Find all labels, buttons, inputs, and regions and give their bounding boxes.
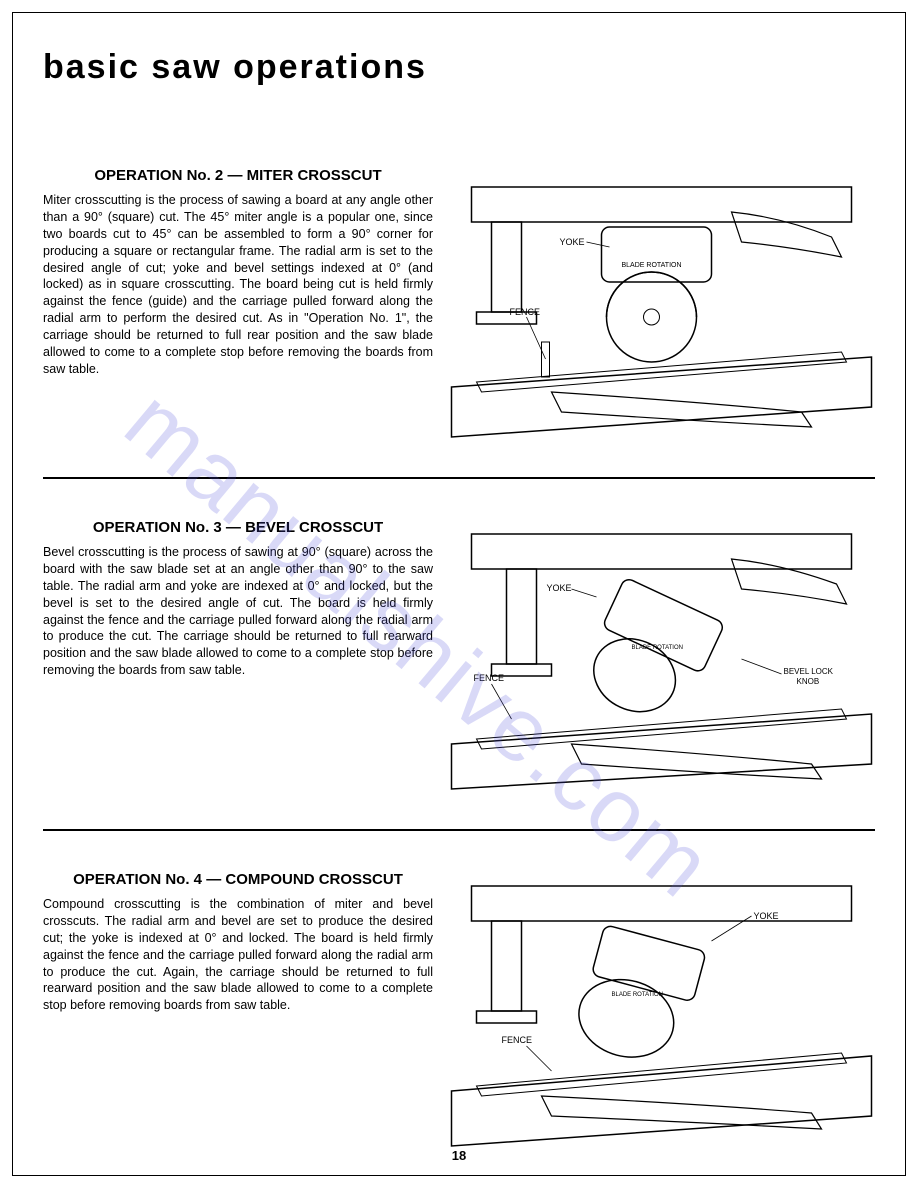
yoke-label: YOKE	[754, 911, 779, 921]
operation-body-4: Compound crosscutting is the combination…	[43, 896, 433, 1014]
text-column: OPERATION No. 4 — COMPOUND CROSSCUT Comp…	[43, 871, 448, 1014]
saw-diagram-icon: YOKE FENCE BEVEL LOCK KNOB BLADE ROTATIO…	[448, 519, 875, 799]
miter-crosscut-illustration: YOKE FENCE BLADE ROTATION	[448, 167, 875, 447]
blade-rotation-label: BLADE ROTATION	[632, 645, 683, 651]
section-miter-crosscut: OPERATION No. 2 — MITER CROSSCUT Miter c…	[43, 167, 875, 447]
bevel-knob-label: KNOB	[797, 677, 820, 686]
fence-label: FENCE	[502, 1035, 533, 1045]
illustration-column: YOKE FENCE BEVEL LOCK KNOB BLADE ROTATIO…	[448, 519, 875, 799]
section-compound-crosscut: OPERATION No. 4 — COMPOUND CROSSCUT Comp…	[43, 871, 875, 1151]
text-column: OPERATION No. 2 — MITER CROSSCUT Miter c…	[43, 167, 448, 378]
compound-crosscut-illustration: YOKE FENCE BLADE ROTATION	[448, 871, 875, 1151]
saw-diagram-icon: YOKE FENCE BLADE ROTATION	[448, 871, 875, 1151]
section-divider	[43, 829, 875, 831]
operation-heading-3: OPERATION No. 3 — BEVEL CROSSCUT	[43, 519, 433, 536]
section-bevel-crosscut: OPERATION No. 3 — BEVEL CROSSCUT Bevel c…	[43, 519, 875, 799]
operation-heading-2: OPERATION No. 2 — MITER CROSSCUT	[43, 167, 433, 184]
fence-label: FENCE	[510, 307, 541, 317]
bevel-lock-label: BEVEL LOCK	[784, 667, 834, 676]
section-divider	[43, 477, 875, 479]
operation-body-2: Miter crosscutting is the process of saw…	[43, 192, 433, 378]
illustration-column: YOKE FENCE BLADE ROTATION	[448, 167, 875, 447]
page-number: 18	[13, 1148, 905, 1163]
yoke-label: YOKE	[560, 237, 585, 247]
page-title: basic saw operations	[43, 48, 875, 87]
operation-heading-4: OPERATION No. 4 — COMPOUND CROSSCUT	[43, 871, 433, 888]
operation-body-3: Bevel crosscutting is the process of saw…	[43, 544, 433, 679]
saw-diagram-icon: YOKE FENCE BLADE ROTATION	[448, 167, 875, 447]
illustration-column: YOKE FENCE BLADE ROTATION	[448, 871, 875, 1151]
fence-label: FENCE	[474, 673, 505, 683]
page-frame: basic saw operations OPERATION No. 2 — M…	[12, 12, 906, 1176]
blade-rotation-label: BLADE ROTATION	[612, 992, 663, 998]
yoke-label: YOKE	[547, 583, 572, 593]
text-column: OPERATION No. 3 — BEVEL CROSSCUT Bevel c…	[43, 519, 448, 679]
blade-rotation-label: BLADE ROTATION	[622, 262, 682, 269]
bevel-crosscut-illustration: YOKE FENCE BEVEL LOCK KNOB BLADE ROTATIO…	[448, 519, 875, 799]
